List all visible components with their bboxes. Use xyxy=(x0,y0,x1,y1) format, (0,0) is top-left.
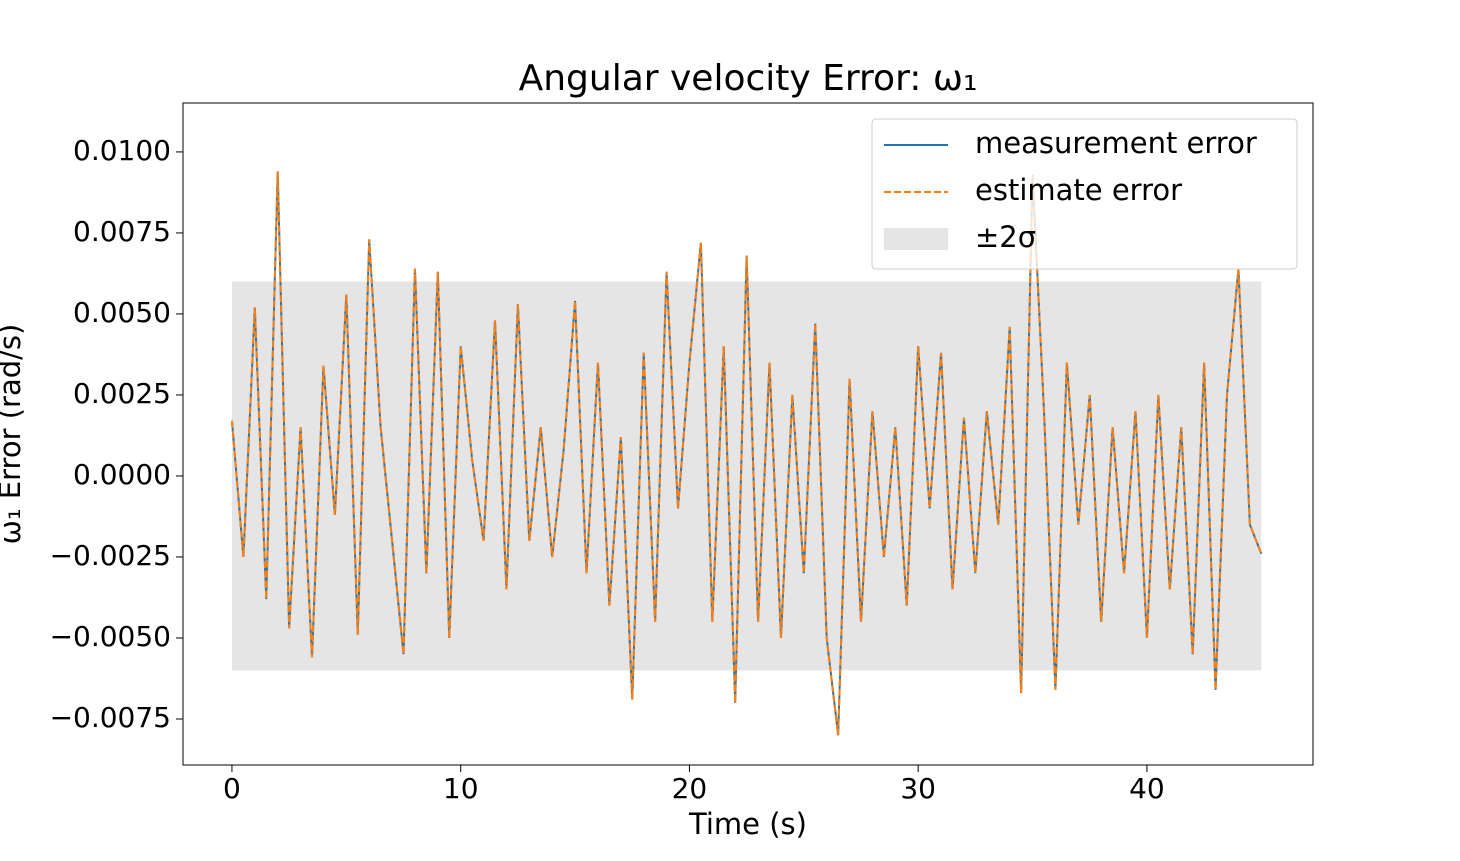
x-tick-label: 0 xyxy=(223,772,241,805)
y-tick-label: 0.0000 xyxy=(73,458,171,491)
y-tick-label: 0.0025 xyxy=(73,377,171,410)
legend-swatch xyxy=(884,228,948,250)
y-tick-label: 0.0075 xyxy=(73,215,171,248)
x-tick-label: 30 xyxy=(900,772,936,805)
series-line xyxy=(230,171,1263,736)
sigma-band xyxy=(231,281,1262,671)
x-tick-label: 40 xyxy=(1129,772,1165,805)
y-tick-label: −0.0075 xyxy=(50,701,171,734)
legend-box xyxy=(871,118,1298,270)
x-axis-label: Time (s) xyxy=(688,807,807,841)
y-tick-label: 0.0100 xyxy=(73,134,171,167)
y-axis-label: ω₁ Error (rad/s) xyxy=(0,324,27,545)
x-tick-label: 20 xyxy=(672,772,708,805)
y-tick-label: −0.0025 xyxy=(50,539,171,572)
legend-label: ±2σ xyxy=(975,220,1036,254)
legend-label: measurement error xyxy=(975,126,1257,160)
y-tick-label: 0.0050 xyxy=(73,296,171,329)
x-tick-label: 10 xyxy=(443,772,479,805)
plot-frame xyxy=(182,102,1314,766)
legend-label: estimate error xyxy=(975,173,1182,207)
y-tick-label: −0.0050 xyxy=(50,620,171,653)
chart-title: Angular velocity Error: ω₁ xyxy=(519,58,978,99)
